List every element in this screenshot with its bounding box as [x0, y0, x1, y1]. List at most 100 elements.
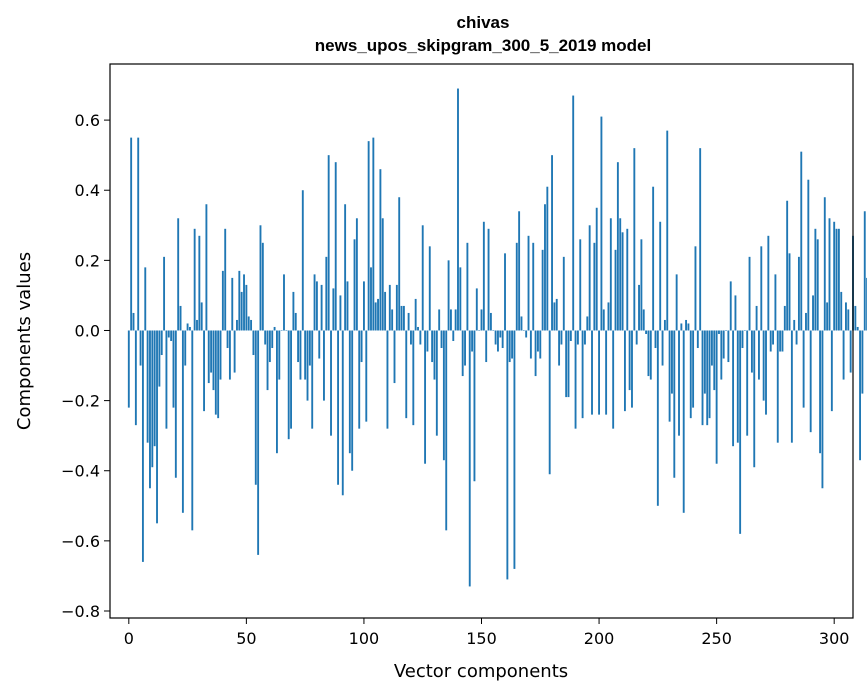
bar-97	[355, 218, 358, 331]
bar-267	[755, 305, 758, 331]
bar-265	[750, 330, 753, 373]
bar-296	[823, 197, 826, 331]
bar-287	[802, 330, 805, 408]
bar-36	[212, 330, 215, 391]
bar-7	[144, 267, 147, 331]
bar-152	[485, 330, 488, 363]
bar-302	[837, 228, 840, 331]
bar-57	[261, 242, 264, 331]
y-tick-label: 0.4	[75, 181, 100, 200]
bar-218	[640, 239, 643, 331]
bar-71	[294, 312, 297, 331]
bar-216	[635, 330, 638, 345]
bar-135	[445, 330, 448, 531]
bar-68	[287, 330, 290, 440]
bar-0	[127, 330, 130, 408]
bar-103	[370, 267, 372, 331]
y-tick-label: 0.2	[75, 251, 100, 270]
y-tick-label: −0.6	[61, 532, 100, 551]
bar-79	[313, 274, 316, 331]
bar-242	[696, 330, 699, 349]
bar-226	[659, 221, 662, 331]
bar-164	[513, 330, 516, 569]
bar-52	[250, 319, 253, 331]
bar-151	[482, 221, 485, 331]
bar-182	[555, 298, 558, 331]
bar-100	[363, 281, 365, 331]
bar-1	[130, 137, 133, 331]
bar-311	[859, 330, 861, 461]
bar-136	[447, 260, 450, 331]
bar-180	[551, 155, 553, 331]
bar-15	[163, 256, 166, 331]
bar-166	[518, 211, 521, 331]
bar-125	[421, 225, 424, 331]
bar-32	[203, 330, 205, 412]
bar-297	[826, 302, 829, 331]
bar-194	[584, 330, 586, 345]
bar-83	[323, 330, 325, 401]
bar-283	[793, 319, 796, 331]
bar-286	[800, 151, 803, 331]
bar-170	[527, 235, 530, 331]
bar-205	[609, 218, 612, 331]
bar-246	[706, 330, 709, 426]
bar-14	[160, 330, 163, 356]
bar-38	[217, 330, 220, 419]
bar-250	[715, 330, 718, 464]
bar-16	[165, 330, 168, 429]
x-tick-label: 100	[349, 629, 380, 648]
bar-169	[525, 330, 528, 338]
bar-199	[595, 207, 598, 331]
bar-101	[365, 330, 368, 422]
bar-115	[398, 197, 401, 331]
bar-35	[210, 330, 213, 373]
bar-114	[395, 284, 398, 331]
bar-177	[544, 204, 546, 331]
bar-257	[732, 330, 735, 447]
bar-3	[134, 330, 137, 426]
bar-293	[816, 239, 819, 331]
bar-128	[428, 246, 431, 331]
bar-312	[861, 330, 864, 394]
bar-144	[466, 242, 469, 331]
bar-224	[654, 330, 657, 349]
bar-61	[271, 330, 274, 349]
bar-244	[701, 330, 704, 426]
y-tick-label: −0.2	[61, 392, 100, 411]
bar-123	[417, 326, 419, 331]
bar-132	[438, 309, 441, 331]
bar-251	[718, 330, 720, 334]
bar-78	[311, 330, 314, 429]
bar-10	[151, 330, 154, 468]
bar-214	[631, 330, 633, 408]
bar-54	[254, 330, 257, 485]
bar-206	[612, 330, 615, 429]
bar-89	[337, 330, 340, 485]
bar-227	[661, 330, 664, 366]
bar-155	[492, 330, 495, 331]
bar-55	[257, 330, 260, 555]
bar-108	[381, 218, 384, 331]
x-tick-label: 250	[701, 629, 732, 648]
bar-106	[377, 298, 379, 331]
x-tick-label: 0	[124, 629, 134, 648]
bar-84	[325, 256, 328, 331]
bar-241	[694, 246, 697, 331]
bar-161	[506, 330, 509, 580]
bar-110	[386, 330, 389, 429]
bar-204	[607, 302, 610, 331]
bar-150	[480, 309, 483, 331]
bar-268	[758, 330, 760, 380]
bar-238	[687, 323, 690, 331]
bar-305	[845, 302, 847, 331]
bar-301	[835, 228, 838, 331]
bar-266	[753, 330, 756, 468]
bar-53	[252, 330, 255, 356]
bar-261	[741, 330, 744, 349]
bar-309	[854, 305, 857, 331]
bar-148	[475, 288, 478, 331]
bar-99	[360, 330, 363, 363]
bar-21	[177, 218, 180, 331]
